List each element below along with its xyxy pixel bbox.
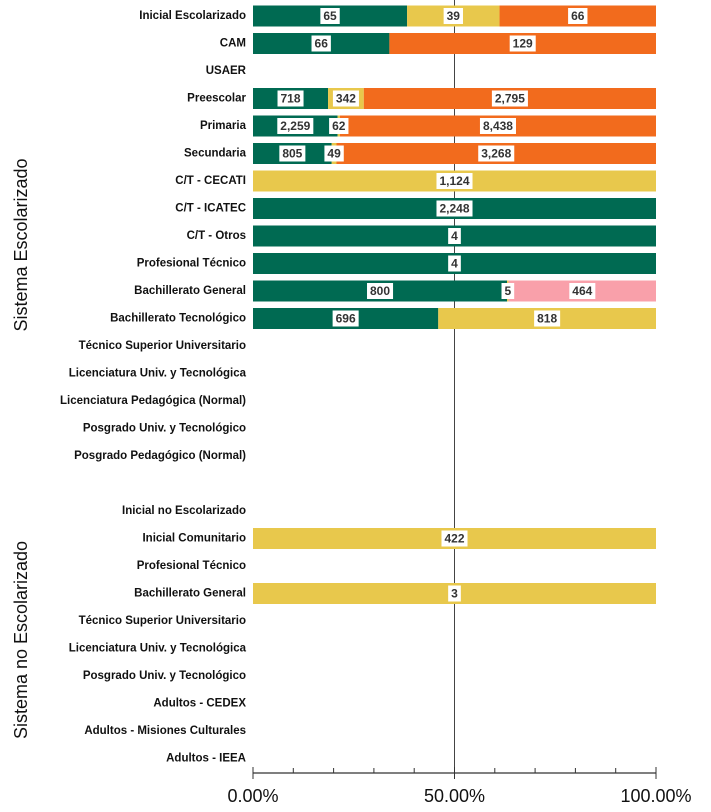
value-label: 4 bbox=[451, 229, 458, 243]
value-label: 718 bbox=[281, 92, 301, 106]
value-label-box bbox=[329, 118, 349, 134]
category-label: Inicial Comunitario bbox=[142, 533, 246, 545]
x-tick-label: 0.00% bbox=[227, 786, 278, 806]
value-label-box bbox=[279, 145, 306, 162]
value-label: 49 bbox=[327, 147, 341, 161]
value-label: 818 bbox=[537, 312, 557, 326]
value-label-box bbox=[441, 530, 468, 547]
value-label-box bbox=[491, 90, 528, 107]
value-label: 5 bbox=[505, 284, 512, 298]
category-label: C/T - Otros bbox=[187, 230, 246, 242]
value-label: 1,124 bbox=[439, 174, 469, 188]
value-label: 464 bbox=[572, 284, 592, 298]
value-label: 39 bbox=[447, 9, 461, 23]
category-label: C/T - ICATEC bbox=[175, 203, 246, 215]
value-label-box bbox=[332, 90, 359, 107]
category-label: Técnico Superior Universitario bbox=[79, 615, 246, 627]
category-label: Adultos - IEEA bbox=[166, 753, 246, 765]
value-label-box bbox=[448, 228, 461, 244]
category-label: Primaria bbox=[200, 120, 247, 132]
value-label-box bbox=[311, 35, 331, 52]
value-label: 129 bbox=[513, 37, 533, 51]
category-label: C/T - CECATI bbox=[175, 175, 246, 187]
category-label: Posgrado Univ. y Tecnológico bbox=[83, 423, 246, 435]
value-label: 422 bbox=[444, 532, 464, 546]
value-label: 8,438 bbox=[483, 119, 513, 133]
category-label: Adultos - Misiones Culturales bbox=[84, 725, 246, 737]
category-label: USAER bbox=[206, 65, 247, 77]
category-label: Profesional Técnico bbox=[137, 560, 246, 572]
category-label: Técnico Superior Universitario bbox=[79, 340, 246, 352]
value-label-box bbox=[436, 173, 473, 189]
value-label-box bbox=[534, 310, 561, 327]
x-tick-label: 100.00% bbox=[620, 786, 691, 806]
x-tick-label: 50.00% bbox=[424, 786, 485, 806]
category-label: Profesional Técnico bbox=[137, 258, 246, 270]
value-label-box bbox=[436, 200, 473, 217]
value-label: 805 bbox=[282, 147, 302, 161]
value-label: 696 bbox=[336, 312, 356, 326]
value-label-box bbox=[479, 118, 516, 134]
category-label: Inicial Escolarizado bbox=[139, 10, 246, 22]
value-label: 800 bbox=[370, 284, 390, 298]
value-label-box bbox=[501, 283, 515, 299]
value-label: 342 bbox=[336, 92, 356, 106]
category-label: Posgrado Pedagógico (Normal) bbox=[74, 450, 246, 462]
category-label: Bachillerato Tecnológico bbox=[110, 313, 246, 325]
category-label: Adultos - CEDEX bbox=[153, 698, 246, 710]
value-label-box bbox=[568, 8, 588, 24]
value-label-box bbox=[277, 90, 304, 107]
value-label: 2,248 bbox=[439, 202, 469, 216]
value-label: 2,795 bbox=[495, 92, 525, 106]
value-label: 3 bbox=[451, 587, 458, 601]
value-label-box bbox=[448, 255, 461, 272]
value-label: 65 bbox=[323, 9, 337, 23]
value-label-box bbox=[478, 145, 515, 162]
value-label-box bbox=[367, 283, 394, 299]
value-label: 2,259 bbox=[280, 119, 310, 133]
value-label-box bbox=[277, 118, 314, 134]
value-label-box bbox=[324, 145, 344, 162]
category-label: Inicial no Escolarizado bbox=[122, 505, 246, 517]
group-label: Sistema no Escolarizado bbox=[11, 541, 31, 739]
value-label-box bbox=[448, 585, 461, 602]
category-label: Licenciatura Univ. y Tecnológica bbox=[69, 643, 247, 655]
value-label: 62 bbox=[332, 119, 346, 133]
value-label-box bbox=[332, 310, 359, 327]
category-label: Bachillerato General bbox=[134, 588, 246, 600]
category-label: Bachillerato General bbox=[134, 285, 246, 297]
value-label: 66 bbox=[571, 9, 585, 23]
value-label-box bbox=[443, 8, 463, 24]
category-label: CAM bbox=[220, 38, 246, 50]
value-label-box bbox=[509, 35, 536, 52]
category-label: Licenciatura Pedagógica (Normal) bbox=[60, 395, 246, 407]
value-label-box bbox=[320, 8, 340, 24]
category-label: Secundaria bbox=[184, 148, 247, 160]
category-label: Posgrado Univ. y Tecnológico bbox=[83, 670, 246, 682]
value-label: 3,268 bbox=[481, 147, 511, 161]
category-label: Licenciatura Univ. y Tecnológica bbox=[69, 368, 247, 380]
category-label: Preescolar bbox=[187, 93, 246, 105]
value-label: 4 bbox=[451, 257, 458, 271]
group-label: Sistema Escolarizado bbox=[11, 158, 31, 331]
value-label: 66 bbox=[315, 37, 329, 51]
value-label-box bbox=[569, 283, 596, 299]
